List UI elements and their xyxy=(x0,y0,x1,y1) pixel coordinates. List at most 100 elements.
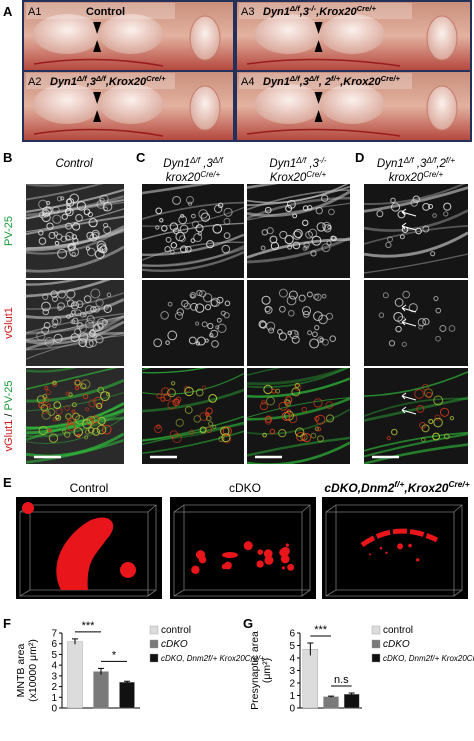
fiber xyxy=(142,233,244,256)
fiber xyxy=(247,238,350,259)
text-part: Control xyxy=(70,481,109,495)
cell xyxy=(41,301,51,312)
arrowhead xyxy=(314,22,323,52)
cell xyxy=(57,248,68,259)
fiber xyxy=(364,371,468,397)
row-label: vGlut1 / PV-25 xyxy=(3,381,15,452)
cell xyxy=(321,243,331,253)
cell xyxy=(170,249,175,255)
cell xyxy=(187,201,193,206)
text-part: f/+ xyxy=(394,479,404,489)
cell xyxy=(36,331,46,341)
cell xyxy=(294,427,305,438)
cell xyxy=(422,318,430,326)
cell xyxy=(259,402,268,411)
arrow xyxy=(401,392,417,401)
cell xyxy=(185,196,194,205)
cell xyxy=(420,437,426,442)
cell xyxy=(385,241,392,249)
cell xyxy=(92,324,101,332)
cell xyxy=(71,234,77,240)
cell xyxy=(57,290,66,299)
cell xyxy=(159,218,164,223)
cell xyxy=(92,334,97,339)
fiber xyxy=(364,253,468,274)
synapse-blob xyxy=(408,543,412,548)
cell xyxy=(200,212,211,222)
cell xyxy=(212,223,223,234)
cell xyxy=(309,338,320,349)
brain-lobe xyxy=(99,14,164,54)
panel-label: C xyxy=(136,150,146,165)
micrograph-texture xyxy=(26,280,124,360)
cell xyxy=(311,235,322,246)
significance-label: *** xyxy=(314,624,328,636)
fiber xyxy=(247,184,279,189)
cell xyxy=(100,391,110,402)
cell xyxy=(46,403,51,408)
micrograph-texture xyxy=(247,368,350,464)
cell xyxy=(443,211,449,217)
cell xyxy=(160,396,166,402)
cell xyxy=(432,432,441,441)
legend-swatch xyxy=(149,625,159,635)
cell xyxy=(172,227,180,235)
cell xyxy=(48,231,56,240)
cell xyxy=(86,415,96,425)
bar xyxy=(302,649,319,709)
legend-label: cDKO, Dnm2f/+ Krox20Cre/+ xyxy=(383,654,474,663)
cell xyxy=(387,236,393,243)
text-part: f/+ xyxy=(446,156,455,165)
bar xyxy=(119,682,135,709)
cell xyxy=(260,245,266,251)
cell xyxy=(84,338,94,349)
significance-label: n.s xyxy=(334,674,349,686)
cell xyxy=(88,338,97,348)
cell xyxy=(82,393,89,400)
cell xyxy=(217,202,224,209)
cell xyxy=(161,387,170,396)
text-part: ,3 xyxy=(200,158,213,170)
cell xyxy=(422,225,430,233)
cell xyxy=(41,326,50,335)
render-3d xyxy=(170,497,316,599)
text-part: cDKO,Dnm2 xyxy=(324,481,394,495)
label-bg xyxy=(239,73,412,89)
cell xyxy=(65,222,73,230)
cell xyxy=(220,310,226,316)
cell xyxy=(316,222,326,232)
text-part: ,3 xyxy=(299,76,309,88)
micrograph-texture xyxy=(142,184,244,273)
cell xyxy=(221,433,231,443)
cell xyxy=(53,333,63,343)
text-part: PV-25 xyxy=(3,381,15,411)
fiber xyxy=(26,227,124,255)
cell xyxy=(422,203,430,211)
cell xyxy=(199,426,207,434)
cell xyxy=(308,228,318,238)
y-axis-label: MNTB area xyxy=(15,644,27,698)
synapse-blob xyxy=(279,548,287,557)
fiber xyxy=(142,201,244,220)
cell xyxy=(57,306,62,311)
brain-lobe xyxy=(33,84,102,124)
fiber xyxy=(247,408,350,435)
fiber xyxy=(247,436,350,457)
cell xyxy=(61,213,68,220)
cell xyxy=(298,294,306,302)
cell xyxy=(67,417,76,426)
cell xyxy=(292,213,298,219)
y-tick-label: 7 xyxy=(51,629,57,640)
fiber xyxy=(142,222,244,241)
cell xyxy=(44,386,49,391)
cell xyxy=(160,311,169,320)
text-part: ,Krox20 xyxy=(105,76,147,88)
cell xyxy=(425,391,433,399)
cell xyxy=(86,315,95,324)
micrograph xyxy=(247,280,350,366)
cell xyxy=(378,312,385,318)
cell xyxy=(164,246,171,253)
synapse-blob xyxy=(360,528,439,548)
cell xyxy=(222,434,232,444)
fiber xyxy=(26,184,73,187)
